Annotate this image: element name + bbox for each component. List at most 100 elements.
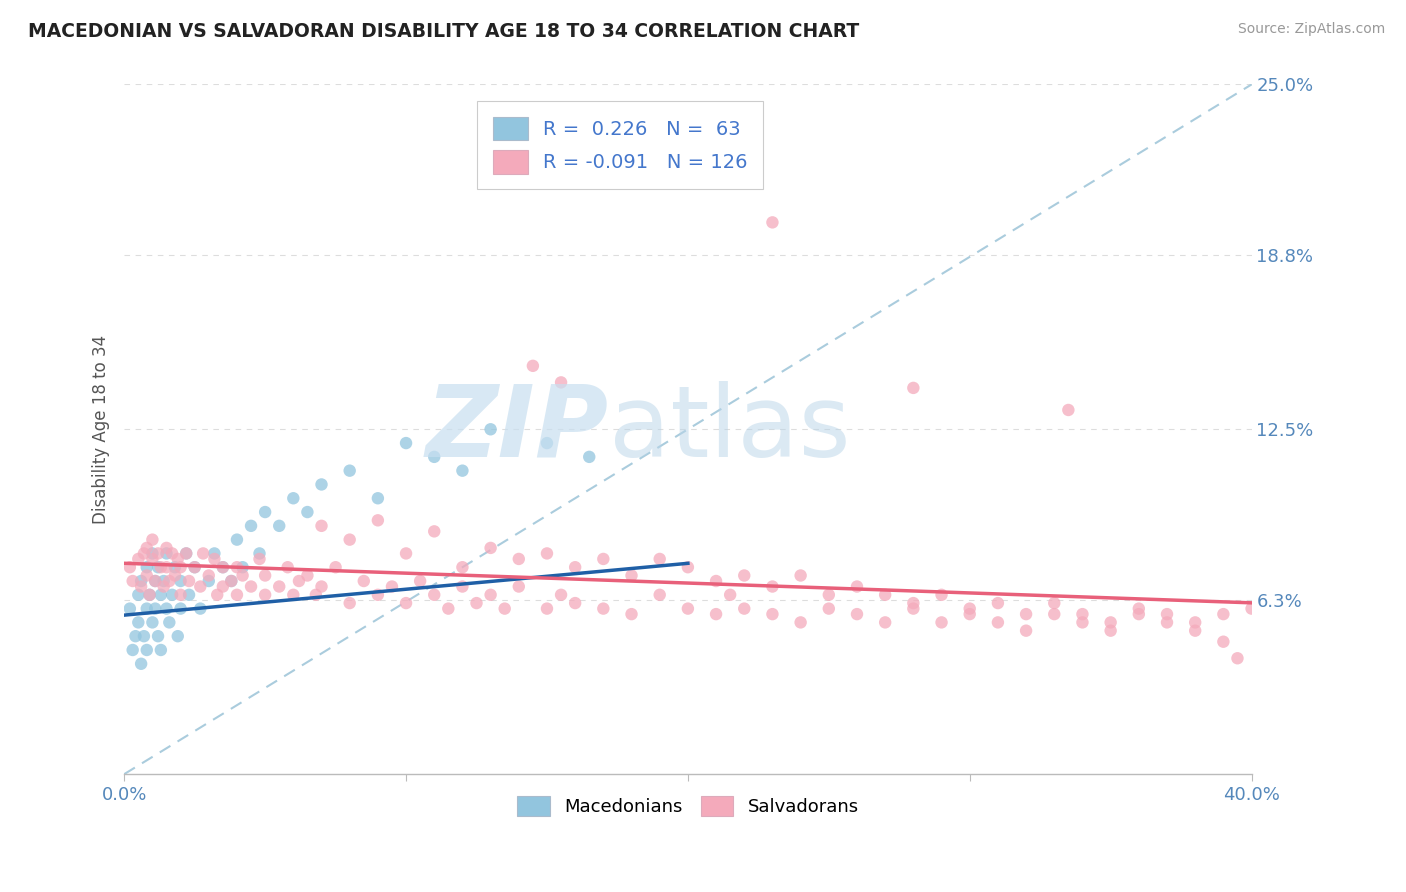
Point [157, 574, 180, 588]
Point [124, 629, 146, 643]
Point [118, 601, 141, 615]
Point [648, 552, 671, 566]
Point [155, 601, 177, 615]
Point [550, 376, 572, 390]
Point [212, 560, 235, 574]
Point [169, 601, 191, 615]
Point [1212, 607, 1234, 621]
Point [118, 560, 141, 574]
Point [141, 552, 163, 566]
Point [564, 560, 586, 574]
Point [135, 560, 157, 574]
Text: MACEDONIAN VS SALVADORAN DISABILITY AGE 18 TO 34 CORRELATION CHART: MACEDONIAN VS SALVADORAN DISABILITY AGE … [28, 22, 859, 41]
Point [395, 596, 418, 610]
Point [121, 643, 143, 657]
Point [155, 560, 177, 574]
Point [987, 615, 1010, 630]
Point [127, 615, 149, 630]
Point [1184, 624, 1206, 638]
Point [536, 546, 558, 560]
Point [188, 601, 211, 615]
Point [704, 574, 727, 588]
Point [226, 560, 249, 574]
Point [221, 574, 243, 588]
Point [132, 546, 155, 560]
Point [163, 560, 186, 574]
Point [1128, 601, 1150, 615]
Point [135, 643, 157, 657]
Point [160, 546, 183, 560]
Point [232, 568, 254, 582]
Point [522, 359, 544, 373]
Point [761, 607, 783, 621]
Point [395, 436, 418, 450]
Point [129, 574, 152, 588]
Point [395, 546, 418, 560]
Point [1099, 624, 1122, 638]
Point [183, 560, 205, 574]
Point [676, 560, 699, 574]
Point [254, 505, 277, 519]
Point [817, 601, 839, 615]
Point [761, 580, 783, 594]
Point [177, 574, 200, 588]
Point [269, 580, 291, 594]
Point [564, 596, 586, 610]
Point [508, 580, 530, 594]
Point [423, 524, 446, 539]
Point [479, 422, 502, 436]
Point [451, 560, 474, 574]
Point [494, 601, 516, 615]
Point [1043, 607, 1066, 621]
Point [160, 588, 183, 602]
Point [620, 607, 643, 621]
Point [155, 546, 177, 560]
Point [479, 588, 502, 602]
Point [288, 574, 311, 588]
Point [1015, 624, 1038, 638]
Point [157, 615, 180, 630]
Text: Source: ZipAtlas.com: Source: ZipAtlas.com [1237, 22, 1385, 37]
Point [169, 574, 191, 588]
Point [183, 560, 205, 574]
Point [297, 568, 319, 582]
Point [1015, 607, 1038, 621]
Point [733, 601, 755, 615]
Point [1057, 403, 1080, 417]
Point [479, 541, 502, 555]
Point [325, 560, 347, 574]
Point [1184, 615, 1206, 630]
Point [138, 588, 160, 602]
Point [959, 607, 981, 621]
Point [817, 588, 839, 602]
Point [1156, 615, 1178, 630]
Point [127, 552, 149, 566]
Point [127, 588, 149, 602]
Text: ZIP: ZIP [426, 381, 609, 478]
Point [536, 601, 558, 615]
Point [254, 808, 277, 822]
Point [163, 568, 186, 582]
Point [283, 836, 305, 850]
Y-axis label: Disability Age 18 to 34: Disability Age 18 to 34 [93, 334, 110, 524]
Point [254, 588, 277, 602]
Point [903, 596, 925, 610]
Point [311, 519, 333, 533]
Point [146, 629, 169, 643]
Point [1099, 615, 1122, 630]
Point [149, 643, 172, 657]
Point [305, 588, 328, 602]
Legend: Macedonians, Salvadorans: Macedonians, Salvadorans [510, 789, 866, 823]
Point [283, 588, 305, 602]
Point [205, 588, 228, 602]
Point [1071, 607, 1094, 621]
Point [135, 568, 157, 582]
Point [240, 519, 263, 533]
Point [249, 552, 271, 566]
Point [212, 560, 235, 574]
Point [381, 808, 404, 822]
Point [648, 588, 671, 602]
Point [718, 588, 741, 602]
Point [1071, 615, 1094, 630]
Point [423, 836, 446, 850]
